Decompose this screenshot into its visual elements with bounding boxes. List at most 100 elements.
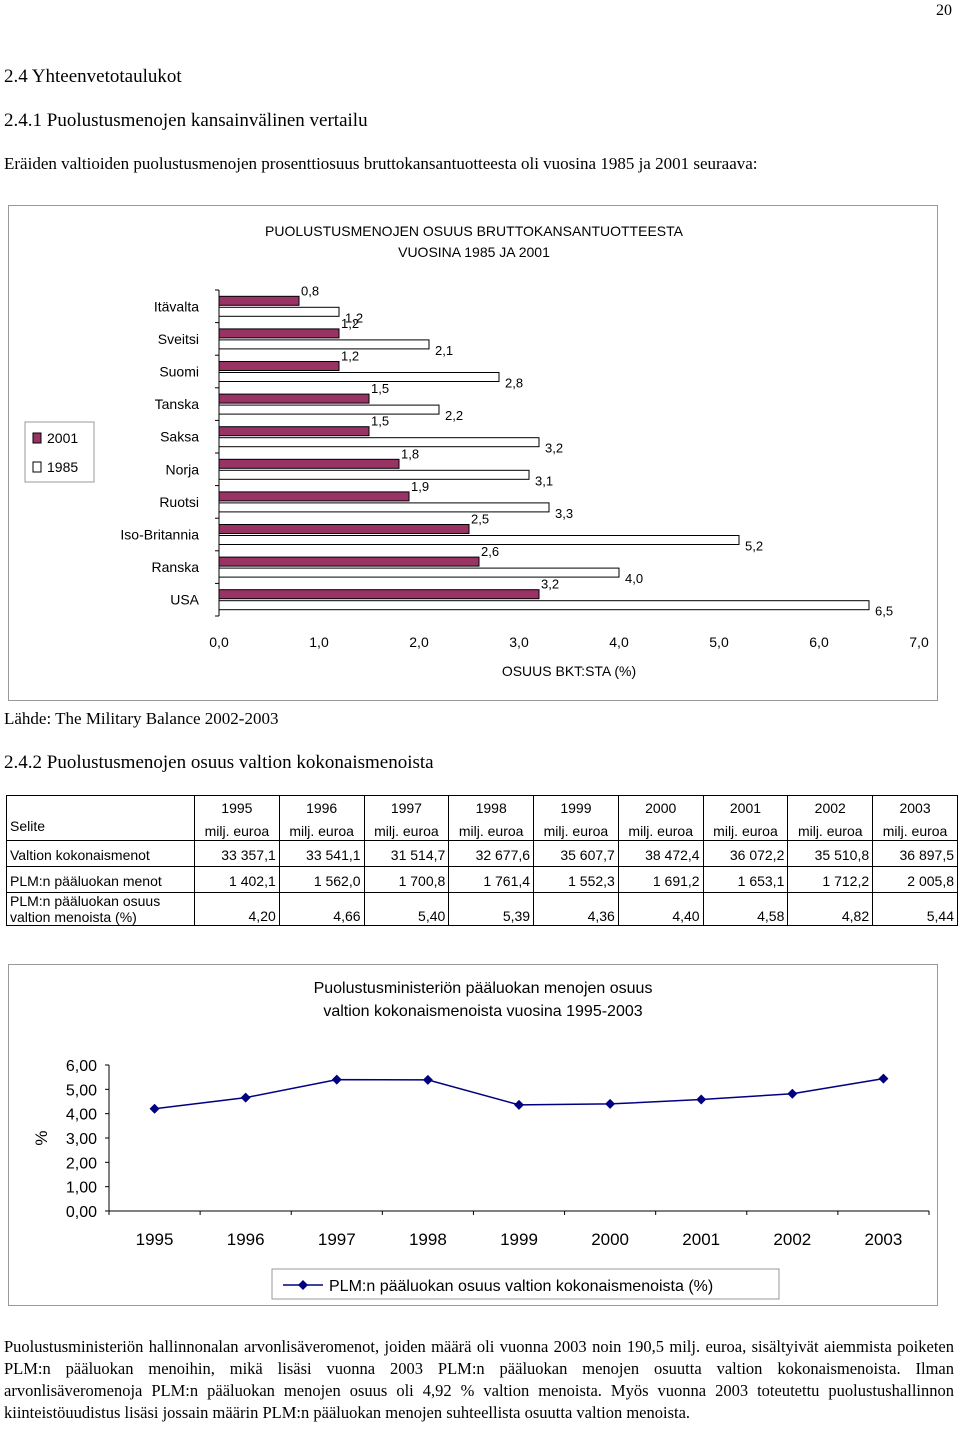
x-tick-label: 4,0 — [609, 634, 629, 650]
table-header-unit: milj. euroa — [363, 822, 449, 841]
table-header-year: 2000 — [617, 795, 704, 822]
table-cell: 4,20 — [194, 892, 280, 926]
data-label-2001: 0,8 — [301, 283, 319, 298]
bar-2001 — [218, 426, 370, 437]
table-cell: 31 514,7 — [363, 840, 449, 867]
bar-2001 — [218, 491, 410, 502]
data-point-marker — [787, 1088, 798, 1099]
category-label: Suomi — [159, 364, 199, 380]
data-point-marker — [149, 1103, 160, 1114]
x-tick-label: 2003 — [865, 1230, 903, 1249]
page-number: 20 — [936, 2, 952, 19]
category-label: Itävalta — [154, 298, 199, 314]
bar-2001 — [218, 458, 400, 469]
bar-chart: PUOLUSTUSMENOJEN OSUUS BRUTTOKANSANTUOTT… — [24, 223, 929, 679]
table-cell: 1 691,2 — [617, 866, 704, 893]
bar-1985 — [218, 306, 340, 317]
x-tick-label: 2,0 — [409, 634, 429, 650]
heading-share-of-state-expenditure: 2.4.2 Puolustusmenojen osuus valtion kok… — [4, 752, 434, 773]
table-header-year: 2001 — [702, 795, 788, 822]
table-header-year: 1997 — [363, 795, 449, 822]
line-chart-panel: Puolustusministeriön pääluokan menojen o… — [8, 964, 938, 1306]
x-tick-label: 1,0 — [309, 634, 329, 650]
table-cell: 1 700,8 — [363, 866, 449, 893]
data-label-1985: 5,2 — [745, 539, 763, 554]
x-tick-label: 5,0 — [709, 634, 729, 650]
x-tick-label: 6,0 — [809, 634, 829, 650]
data-label-1985: 2,8 — [505, 376, 523, 391]
chart-subtitle: VUOSINA 1985 JA 2001 — [398, 244, 550, 260]
table-header-year: 2002 — [787, 795, 873, 822]
line-chart: Puolustusministeriön pääluokan menojen o… — [32, 980, 930, 1300]
data-label-1985: 4,0 — [625, 571, 643, 586]
table-cell: 35 510,8 — [787, 840, 873, 867]
chart-title: Puolustusministeriön pääluokan menojen o… — [314, 980, 653, 997]
data-label-2001: 3,2 — [541, 577, 559, 592]
table-header-unit: milj. euroa — [278, 822, 365, 841]
table-header-unit: milj. euroa — [448, 822, 534, 841]
bar-2001 — [218, 361, 340, 371]
bar-1985 — [218, 437, 540, 448]
x-tick-label: 2001 — [682, 1230, 720, 1249]
table-cell: 4,82 — [787, 892, 873, 926]
y-axis-label: % — [32, 1130, 51, 1145]
data-label-1985: 1,2 — [345, 310, 363, 325]
x-tick-label: 2002 — [773, 1230, 811, 1249]
table-row-label-line: PLM:n pääluokan osuus — [10, 893, 161, 909]
table-cell: 36 072,2 — [702, 840, 788, 867]
table-header-year: 1999 — [533, 795, 619, 822]
table-cell: 5,40 — [363, 892, 449, 926]
x-tick-label: 7,0 — [909, 634, 929, 650]
legend: 2001 1985 — [24, 421, 95, 483]
data-label-1985: 3,3 — [555, 506, 573, 521]
category-label: Ranska — [152, 559, 200, 575]
data-point-marker — [696, 1094, 707, 1105]
table-row-label: PLM:n pääluokan menot — [6, 866, 195, 893]
bar-1985 — [218, 469, 530, 480]
x-tick-label: 1998 — [409, 1230, 447, 1249]
table-cell: 5,39 — [448, 892, 534, 926]
data-label-1985: 2,2 — [445, 408, 463, 423]
y-tick-label: 1,00 — [66, 1180, 97, 1197]
data-point-marker — [878, 1073, 889, 1084]
data-label-2001: 1,5 — [371, 381, 389, 396]
table-row-label-line: valtion menoista (%) — [10, 909, 137, 925]
table-header-unit: milj. euroa — [617, 822, 704, 841]
chart-subtitle: valtion kokonaismenoista vuosina 1995-20… — [323, 1003, 642, 1020]
data-label-2001: 1,8 — [401, 446, 419, 461]
data-label-1985: 2,1 — [435, 343, 453, 358]
source-note: Lähde: The Military Balance 2002-2003 — [4, 709, 279, 728]
table-header-year: 1995 — [194, 795, 280, 822]
y-tick-label: 2,00 — [66, 1155, 97, 1172]
table-cell: 1 552,3 — [533, 866, 619, 893]
y-tick-label: 3,00 — [66, 1131, 97, 1148]
data-label-2001: 1,2 — [341, 349, 359, 364]
y-tick-label: 6,00 — [66, 1058, 97, 1075]
table-cell: 1 712,2 — [787, 866, 873, 893]
x-tick-label: 0,0 — [209, 634, 229, 650]
bar-2001 — [218, 524, 470, 534]
x-axis-label: OSUUS BKT:STA (%) — [502, 663, 636, 679]
legend-swatch-1985 — [32, 461, 42, 473]
table-cell: 2 005,8 — [872, 866, 958, 893]
bar-chart-panel: PUOLUSTUSMENOJEN OSUUS BRUTTOKANSANTUOTT… — [8, 205, 938, 701]
table-cell: 1 653,1 — [702, 866, 788, 893]
table-header-unit: milj. euroa — [787, 822, 873, 841]
data-label-1985: 3,2 — [545, 441, 563, 456]
data-point-marker — [331, 1074, 342, 1085]
heading-international-comparison: 2.4.1 Puolustusmenojen kansainvälinen ve… — [4, 110, 368, 131]
legend-swatch-2001 — [32, 432, 42, 444]
table-header-unit: milj. euroa — [872, 822, 958, 841]
x-tick-label: 2000 — [591, 1230, 629, 1249]
table-cell: 4,58 — [702, 892, 788, 926]
bar-2001 — [218, 556, 480, 567]
data-label-1985: 6,5 — [875, 604, 893, 619]
bar-2001 — [218, 393, 370, 404]
category-label: Norja — [166, 461, 200, 477]
bar-1985 — [218, 404, 440, 415]
data-point-marker — [514, 1099, 524, 1110]
table-cell: 4,66 — [278, 892, 365, 926]
data-label-2001: 2,6 — [481, 544, 499, 559]
category-label: Saksa — [160, 429, 199, 445]
chart-title: PUOLUSTUSMENOJEN OSUUS BRUTTOKANSANTUOTT… — [265, 223, 684, 239]
